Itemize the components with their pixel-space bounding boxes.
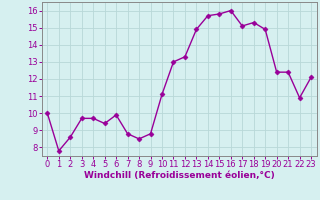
X-axis label: Windchill (Refroidissement éolien,°C): Windchill (Refroidissement éolien,°C) (84, 171, 275, 180)
